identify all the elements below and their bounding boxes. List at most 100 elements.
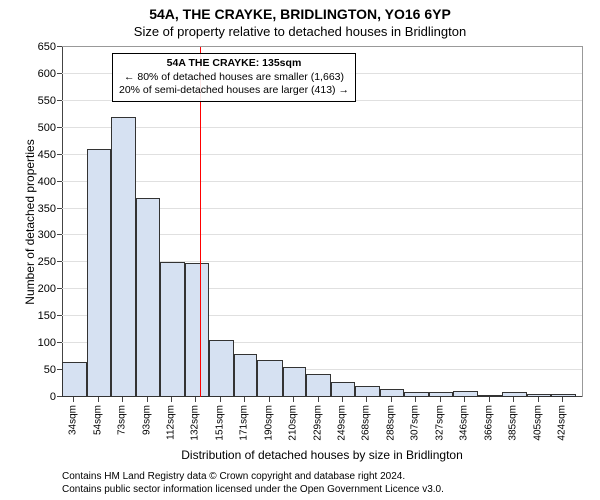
- histogram-bar: [87, 149, 111, 397]
- histogram-bar: [380, 389, 404, 397]
- ytick-label: 250: [38, 256, 56, 268]
- xtick-label: 405sqm: [532, 405, 543, 441]
- xtick-label: 307sqm: [410, 405, 421, 441]
- xtick-mark: [342, 397, 343, 402]
- xtick-label: 346sqm: [459, 405, 470, 441]
- annotation-line-2: 20% of semi-detached houses are larger (…: [119, 84, 349, 98]
- xtick-mark: [269, 397, 270, 402]
- gridline: [62, 154, 582, 155]
- xtick-label: 210sqm: [288, 405, 299, 441]
- ytick-mark: [57, 342, 62, 343]
- histogram-bar: [551, 394, 576, 397]
- ytick-mark: [57, 154, 62, 155]
- ytick-mark: [57, 234, 62, 235]
- y-axis-label: Number of detached properties: [23, 122, 37, 322]
- xtick-label: 249sqm: [337, 405, 348, 441]
- xtick-mark: [122, 397, 123, 402]
- histogram-bar: [404, 392, 429, 397]
- histogram-bar: [453, 391, 478, 397]
- xtick-label: 171sqm: [239, 405, 250, 441]
- histogram-bar: [478, 395, 502, 397]
- histogram-bar: [283, 367, 307, 397]
- ytick-label: 100: [38, 337, 56, 349]
- histogram-bar: [136, 198, 160, 397]
- xtick-label: 190sqm: [263, 405, 274, 441]
- histogram-bar: [111, 117, 136, 397]
- histogram-bar: [234, 354, 258, 397]
- histogram-bar: [527, 394, 551, 397]
- histogram-bar: [185, 263, 209, 397]
- xtick-mark: [244, 397, 245, 402]
- histogram-bar: [209, 340, 234, 397]
- ytick-label: 450: [38, 149, 56, 161]
- gridline: [62, 181, 582, 182]
- xtick-label: 54sqm: [92, 405, 103, 435]
- xtick-label: 34sqm: [68, 405, 79, 435]
- xtick-mark: [171, 397, 172, 402]
- xtick-mark: [73, 397, 74, 402]
- xtick-mark: [538, 397, 539, 402]
- xtick-label: 132sqm: [190, 405, 201, 441]
- annotation-title: 54A THE CRAYKE: 135sqm: [119, 57, 349, 71]
- xtick-label: 112sqm: [166, 405, 177, 440]
- xtick-label: 73sqm: [117, 405, 128, 435]
- ytick-mark: [57, 288, 62, 289]
- xtick-mark: [440, 397, 441, 402]
- xtick-label: 229sqm: [312, 405, 323, 441]
- xtick-mark: [98, 397, 99, 402]
- footer-line-1: Contains HM Land Registry data © Crown c…: [62, 470, 444, 483]
- histogram-bar: [257, 360, 282, 397]
- plot-area: 0501001502002503003504004505005506006503…: [62, 46, 583, 397]
- x-axis-label: Distribution of detached houses by size …: [62, 448, 582, 462]
- ytick-label: 350: [38, 203, 56, 215]
- chart-subtitle: Size of property relative to detached ho…: [0, 22, 600, 39]
- annotation-box: 54A THE CRAYKE: 135sqm← 80% of detached …: [112, 53, 356, 102]
- ytick-mark: [57, 315, 62, 316]
- xtick-mark: [415, 397, 416, 402]
- ytick-mark: [57, 127, 62, 128]
- xtick-label: 385sqm: [508, 405, 519, 441]
- chart-title: 54A, THE CRAYKE, BRIDLINGTON, YO16 6YP: [0, 0, 600, 22]
- ytick-label: 550: [38, 95, 56, 107]
- histogram-bar: [306, 374, 331, 397]
- ytick-mark: [57, 73, 62, 74]
- xtick-label: 268sqm: [361, 405, 372, 441]
- xtick-label: 327sqm: [434, 405, 445, 441]
- xtick-mark: [220, 397, 221, 402]
- xtick-label: 424sqm: [556, 405, 567, 441]
- histogram-bar: [331, 382, 355, 397]
- chart-container: 54A, THE CRAYKE, BRIDLINGTON, YO16 6YP S…: [0, 0, 600, 500]
- ytick-mark: [57, 261, 62, 262]
- ytick-label: 50: [44, 364, 56, 376]
- ytick-label: 150: [38, 310, 56, 322]
- ytick-label: 300: [38, 229, 56, 241]
- ytick-label: 200: [38, 283, 56, 295]
- ytick-label: 0: [50, 391, 56, 403]
- xtick-mark: [513, 397, 514, 402]
- xtick-mark: [489, 397, 490, 402]
- xtick-mark: [562, 397, 563, 402]
- gridline: [62, 127, 582, 128]
- xtick-label: 93sqm: [141, 405, 152, 435]
- xtick-mark: [318, 397, 319, 402]
- ytick-mark: [57, 181, 62, 182]
- ytick-mark: [57, 208, 62, 209]
- histogram-bar: [160, 262, 185, 397]
- histogram-bar: [429, 392, 453, 397]
- xtick-mark: [147, 397, 148, 402]
- xtick-label: 366sqm: [483, 405, 494, 441]
- xtick-label: 288sqm: [385, 405, 396, 441]
- histogram-bar: [502, 392, 527, 397]
- xtick-mark: [293, 397, 294, 402]
- xtick-mark: [391, 397, 392, 402]
- histogram-bar: [355, 386, 380, 397]
- ytick-mark: [57, 46, 62, 47]
- ytick-mark: [57, 100, 62, 101]
- histogram-bar: [62, 362, 87, 397]
- ytick-label: 650: [38, 41, 56, 53]
- footer-line-2: Contains public sector information licen…: [62, 483, 444, 496]
- xtick-mark: [195, 397, 196, 402]
- ytick-label: 500: [38, 122, 56, 134]
- xtick-mark: [464, 397, 465, 402]
- annotation-line-1: ← 80% of detached houses are smaller (1,…: [119, 71, 349, 85]
